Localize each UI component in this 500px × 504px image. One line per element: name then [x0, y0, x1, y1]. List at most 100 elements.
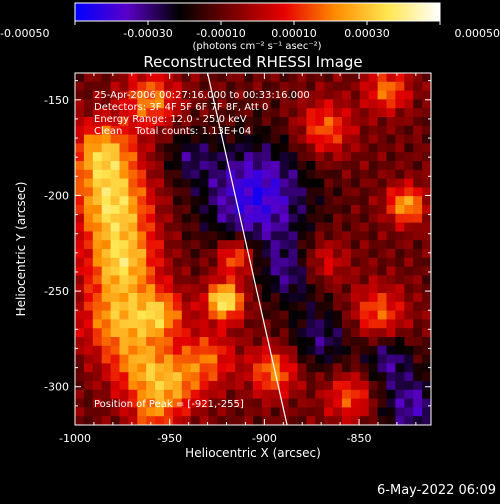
heatmap-cell	[395, 117, 405, 126]
heatmap-cell	[360, 275, 370, 284]
heatmap-cell	[137, 363, 147, 372]
x-tick-label: -900	[252, 432, 277, 445]
heatmap-cell	[75, 355, 85, 364]
heatmap-cell	[315, 240, 325, 249]
heatmap-cell	[253, 152, 263, 161]
heatmap-cell	[306, 319, 316, 328]
heatmap-cell	[128, 152, 138, 161]
heatmap-cell	[146, 223, 156, 232]
heatmap-cell	[120, 416, 130, 425]
heatmap-cell	[164, 240, 174, 249]
heatmap-cell	[289, 240, 299, 249]
heatmap-cell	[244, 161, 254, 170]
heatmap-cell	[280, 363, 290, 372]
heatmap-cell	[173, 214, 183, 223]
heatmap-cell	[306, 196, 316, 205]
heatmap-cell	[209, 267, 219, 276]
heatmap-cell	[182, 152, 192, 161]
heatmap-cell	[200, 275, 210, 284]
heatmap-cell	[342, 311, 352, 320]
heatmap-cell	[128, 390, 138, 399]
heatmap-cell	[226, 293, 236, 302]
heatmap-cell	[235, 205, 245, 214]
heatmap-cell	[262, 126, 272, 135]
heatmap-cell	[271, 416, 281, 425]
heatmap-cell	[306, 135, 316, 144]
heatmap-cell	[271, 249, 281, 258]
heatmap-cell	[226, 311, 236, 320]
heatmap-cell	[102, 337, 112, 346]
heatmap-cell	[351, 407, 361, 416]
heatmap-cell	[102, 284, 112, 293]
heatmap-cell	[84, 170, 94, 179]
heatmap-cell	[413, 161, 423, 170]
heatmap-cell	[200, 170, 210, 179]
heatmap-cell	[137, 231, 147, 240]
heatmap-cell	[146, 258, 156, 267]
heatmap-cell	[217, 381, 227, 390]
heatmap-cell	[146, 170, 156, 179]
heatmap-cell	[164, 258, 174, 267]
heatmap-cell	[351, 214, 361, 223]
heatmap-cell	[342, 170, 352, 179]
heatmap-cell	[137, 170, 147, 179]
heatmap-cell	[360, 135, 370, 144]
heatmap-cell	[280, 372, 290, 381]
heatmap-cell	[262, 284, 272, 293]
heatmap-cell	[289, 179, 299, 188]
heatmap-cell	[306, 240, 316, 249]
heatmap-cell	[422, 99, 432, 108]
heatmap-cell	[111, 170, 121, 179]
heatmap-cell	[253, 267, 263, 276]
heatmap-cell	[289, 337, 299, 346]
x-tick-label: -1000	[59, 432, 91, 445]
heatmap-cell	[289, 231, 299, 240]
heatmap-cell	[333, 135, 343, 144]
heatmap-cell	[155, 152, 165, 161]
heatmap-cell	[387, 355, 397, 364]
heatmap-cell	[200, 179, 210, 188]
heatmap-cell	[280, 275, 290, 284]
heatmap-cell	[324, 152, 334, 161]
heatmap-cell	[111, 328, 121, 337]
heatmap-cell	[315, 372, 325, 381]
heatmap-cell	[84, 390, 94, 399]
heatmap-cell	[120, 214, 130, 223]
heatmap-cell	[200, 355, 210, 364]
heatmap-cell	[378, 355, 388, 364]
heatmap-cell	[182, 205, 192, 214]
heatmap-cell	[182, 240, 192, 249]
heatmap-cell	[395, 108, 405, 117]
heatmap-cell	[191, 319, 201, 328]
heatmap-cell	[298, 390, 308, 399]
heatmap-cell	[102, 249, 112, 258]
heatmap-cell	[182, 355, 192, 364]
heatmap-cell	[111, 179, 121, 188]
heatmap-cell	[387, 416, 397, 425]
annotation-energy-range: Energy Range: 12.0 - 25.0 keV	[94, 114, 247, 125]
heatmap-cell	[262, 258, 272, 267]
heatmap-cell	[75, 240, 85, 249]
heatmap-cell	[351, 91, 361, 100]
heatmap-cell	[111, 205, 121, 214]
heatmap-cell	[111, 390, 121, 399]
heatmap-cell	[395, 205, 405, 214]
heatmap-cell	[422, 223, 432, 232]
heatmap-cell	[395, 407, 405, 416]
heatmap-cell	[333, 275, 343, 284]
heatmap-cell	[244, 187, 254, 196]
heatmap-cell	[422, 381, 432, 390]
heatmap-cell	[235, 328, 245, 337]
heatmap-cell	[253, 170, 263, 179]
heatmap-cell	[146, 302, 156, 311]
heatmap-cell	[200, 223, 210, 232]
heatmap-cell	[413, 143, 423, 152]
heatmap-cell	[404, 231, 414, 240]
heatmap-cell	[306, 275, 316, 284]
heatmap-cell	[93, 293, 103, 302]
heatmap-cell	[360, 328, 370, 337]
heatmap-cell	[93, 284, 103, 293]
heatmap-cell	[298, 363, 308, 372]
heatmap-cell	[324, 390, 334, 399]
annotation-clean-counts: Clean Total counts: 1.13E+04	[94, 126, 251, 137]
